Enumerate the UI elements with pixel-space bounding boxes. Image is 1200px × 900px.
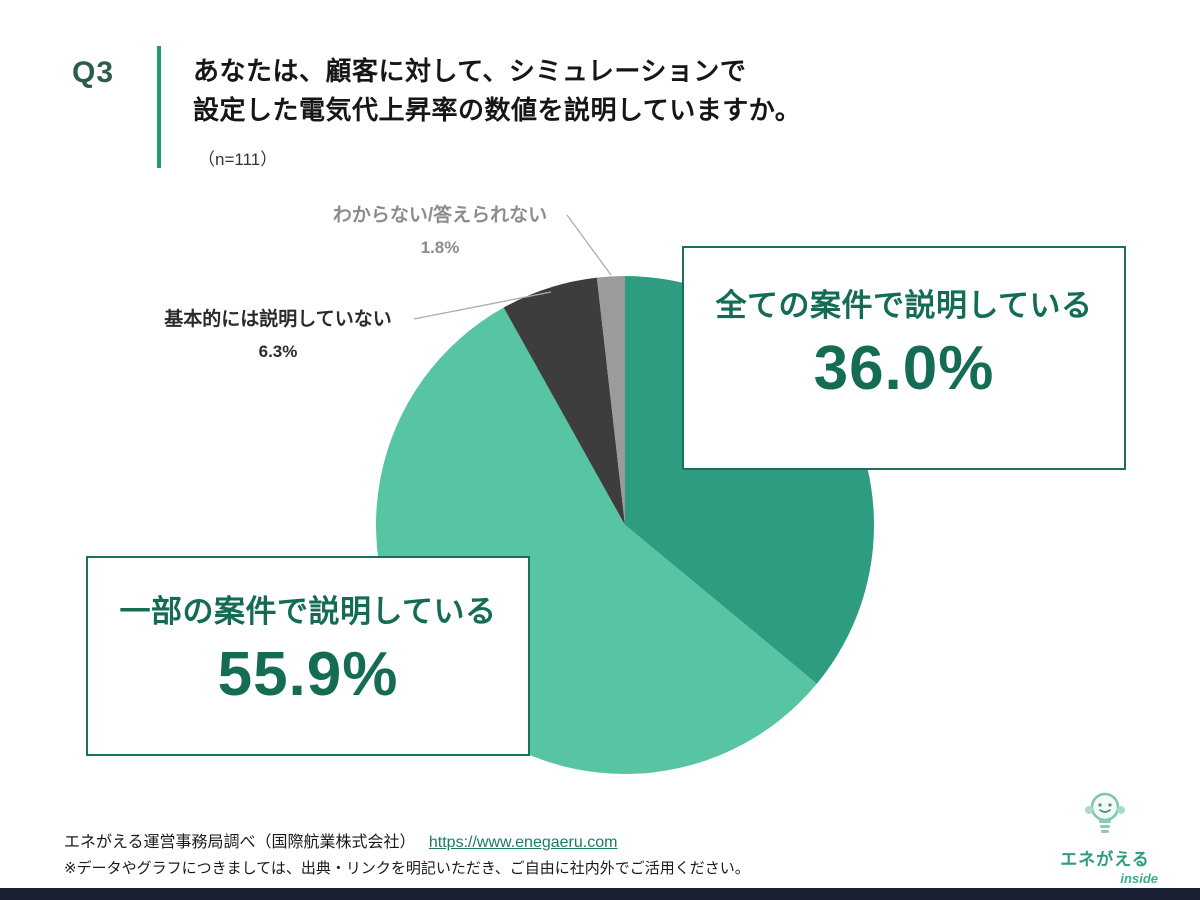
question-title: あなたは、顧客に対して、シミュレーションで 設定した電気代上昇率の数値を説明して… (193, 52, 801, 130)
brand-name: エネがえる (1060, 850, 1150, 869)
callout-some-cases-value: 55.9% (217, 640, 399, 709)
pie-slice-2 (503, 277, 625, 525)
bottom-accent-bar (0, 888, 1200, 900)
slice-label-kihonteki: 基本的には説明していない 6.3% (138, 304, 418, 362)
slice-label-wakaranai-value: 1.8% (420, 238, 460, 257)
callout-some-cases: 一部の案件で説明している 55.9% (86, 556, 530, 756)
title-separator-bar (157, 46, 161, 168)
question-number: Q3 (72, 56, 115, 89)
sample-size: （n=111） (198, 150, 278, 169)
source-text: エネがえる運営事務局調べ（国際航業株式会社） (64, 834, 416, 851)
bulb-mascot-icon (1079, 786, 1131, 843)
question-title-line2: 設定した電気代上昇率の数値を説明していますか。 (193, 95, 802, 125)
callout-all-cases-value: 36.0% (813, 334, 995, 403)
callout-all-cases-label: 全ての案件で説明している (715, 288, 1093, 323)
pie-slice-3 (596, 276, 625, 525)
usage-note: ※データやグラフにつきましては、出典・リンクを明記いただき、ご自由に社内外でご活… (64, 860, 750, 877)
source-spacer (420, 834, 424, 851)
callout-some-cases-label: 一部の案件で説明している (119, 594, 497, 629)
brand-sub-label: inside (1120, 871, 1158, 886)
callout-all-cases: 全ての案件で説明している 36.0% (682, 246, 1126, 470)
source-link[interactable]: https://www.enegaeru.com (428, 834, 618, 851)
source-line: エネがえる運営事務局調べ（国際航業株式会社） https://www.enega… (64, 828, 617, 852)
slice-label-wakaranai: わからない/答えられない 1.8% (300, 200, 580, 258)
slice-label-kihonteki-value: 6.3% (258, 342, 298, 361)
slice-label-kihonteki-text: 基本的には説明していない (164, 309, 392, 330)
brand-logo: エネがえる inside (1044, 786, 1166, 886)
slice-label-wakaranai-text: わからない/答えられない (332, 205, 548, 226)
question-title-line1: あなたは、顧客に対して、シミュレーションで (193, 56, 747, 86)
